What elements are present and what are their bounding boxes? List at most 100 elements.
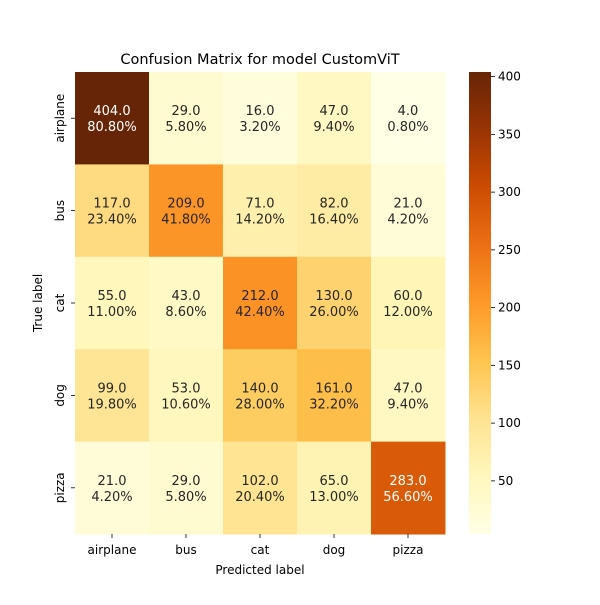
heatmap-cell bbox=[371, 349, 446, 443]
cell-percent-label: 8.60% bbox=[165, 305, 206, 320]
cell-percent-label: 3.20% bbox=[239, 120, 280, 135]
colorbar-tick-label: 350 bbox=[498, 127, 521, 141]
cell-count-label: 65.0 bbox=[320, 474, 349, 489]
cell-percent-label: 56.60% bbox=[383, 490, 433, 505]
heatmap-cell bbox=[371, 441, 446, 535]
heatmap-cell bbox=[223, 256, 298, 350]
cell-percent-label: 11.00% bbox=[87, 305, 137, 320]
y-tick-label: cat bbox=[53, 293, 67, 312]
heatmap-cell bbox=[223, 349, 298, 443]
x-axis-ticks: airplane bus cat dog pizza bbox=[88, 534, 424, 557]
x-tick-label: pizza bbox=[393, 543, 424, 557]
colorbar-tick-label: 250 bbox=[498, 243, 521, 257]
cell-percent-label: 16.40% bbox=[309, 213, 359, 228]
y-tick-label: pizza bbox=[53, 472, 67, 503]
cell-percent-label: 23.40% bbox=[87, 213, 137, 228]
cell-percent-label: 4.20% bbox=[91, 490, 132, 505]
colorbar-tick-label: 100 bbox=[498, 416, 521, 430]
cell-count-label: 16.0 bbox=[246, 104, 275, 119]
colorbar bbox=[469, 72, 491, 534]
colorbar-tick-label: 50 bbox=[498, 474, 513, 488]
heatmap-cell bbox=[297, 349, 372, 443]
y-axis-ticks: airplane bus cat dog pizza bbox=[53, 94, 75, 503]
heatmap-cell bbox=[149, 164, 224, 258]
heatmap-cell bbox=[75, 72, 150, 165]
heatmap-cell bbox=[149, 349, 224, 443]
y-tick-label: airplane bbox=[53, 94, 67, 143]
cell-percent-label: 41.80% bbox=[161, 213, 211, 228]
cell-count-label: 117.0 bbox=[93, 197, 130, 212]
colorbar-tick-label: 200 bbox=[498, 301, 521, 315]
cell-count-label: 21.0 bbox=[98, 474, 127, 489]
cell-count-label: 29.0 bbox=[172, 474, 201, 489]
heatmap-cell bbox=[371, 164, 446, 258]
cell-count-label: 4.0 bbox=[398, 104, 419, 119]
heatmap-cell bbox=[297, 441, 372, 535]
cell-count-label: 130.0 bbox=[315, 289, 352, 304]
x-tick-label: cat bbox=[251, 543, 270, 557]
cell-percent-label: 13.00% bbox=[309, 490, 359, 505]
cell-percent-label: 32.20% bbox=[309, 397, 359, 412]
heatmap-cell bbox=[223, 164, 298, 258]
chart-title: Confusion Matrix for model CustomViT bbox=[120, 52, 399, 68]
colorbar-ticks: 50 100 150 200 250 300 350 400 bbox=[491, 70, 521, 488]
heatmap-cell bbox=[149, 441, 224, 535]
cell-count-label: 55.0 bbox=[98, 289, 127, 304]
cell-count-label: 283.0 bbox=[389, 474, 426, 489]
cell-count-label: 404.0 bbox=[93, 104, 130, 119]
x-tick-label: bus bbox=[175, 543, 196, 557]
x-tick-label: airplane bbox=[88, 543, 137, 557]
cell-count-label: 60.0 bbox=[394, 289, 423, 304]
heatmap-cell bbox=[297, 164, 372, 258]
cell-count-label: 82.0 bbox=[320, 197, 349, 212]
cell-count-label: 102.0 bbox=[241, 474, 278, 489]
heatmap-cell bbox=[297, 72, 372, 165]
cell-percent-label: 0.80% bbox=[387, 120, 428, 135]
heatmap-cell bbox=[371, 72, 446, 165]
cell-count-label: 161.0 bbox=[315, 381, 352, 396]
cell-percent-label: 10.60% bbox=[161, 397, 211, 412]
cell-count-label: 29.0 bbox=[172, 104, 201, 119]
x-axis-label: Predicted label bbox=[215, 563, 304, 577]
y-tick-label: bus bbox=[53, 200, 67, 221]
cell-count-label: 71.0 bbox=[246, 197, 275, 212]
cell-percent-label: 14.20% bbox=[235, 213, 285, 228]
heatmap-cell bbox=[223, 72, 298, 165]
y-tick-label: dog bbox=[53, 384, 67, 407]
cell-percent-label: 26.00% bbox=[309, 305, 359, 320]
cell-percent-label: 12.00% bbox=[383, 305, 433, 320]
cell-count-label: 47.0 bbox=[394, 381, 423, 396]
cell-percent-label: 42.40% bbox=[235, 305, 285, 320]
cell-percent-label: 5.80% bbox=[165, 120, 206, 135]
cell-percent-label: 4.20% bbox=[387, 213, 428, 228]
heatmap-cell bbox=[75, 256, 150, 350]
heatmap-cell bbox=[149, 72, 224, 165]
heatmap-cell bbox=[297, 256, 372, 350]
cell-percent-label: 80.80% bbox=[87, 120, 137, 135]
cell-count-label: 212.0 bbox=[241, 289, 278, 304]
x-tick-label: dog bbox=[323, 543, 346, 557]
cell-percent-label: 5.80% bbox=[165, 490, 206, 505]
cell-count-label: 43.0 bbox=[172, 289, 201, 304]
cell-count-label: 99.0 bbox=[98, 381, 127, 396]
cell-count-label: 53.0 bbox=[172, 381, 201, 396]
colorbar-tick-label: 300 bbox=[498, 185, 521, 199]
cell-percent-label: 9.40% bbox=[313, 120, 354, 135]
colorbar-tick-label: 150 bbox=[498, 358, 521, 372]
cell-count-label: 47.0 bbox=[320, 104, 349, 119]
cell-count-label: 21.0 bbox=[394, 197, 423, 212]
colorbar-tick-label: 400 bbox=[498, 70, 521, 84]
cell-percent-label: 19.80% bbox=[87, 397, 137, 412]
heatmap-cell bbox=[75, 349, 150, 443]
heatmap-cell bbox=[223, 441, 298, 535]
cell-percent-label: 28.00% bbox=[235, 397, 285, 412]
cell-percent-label: 9.40% bbox=[387, 397, 428, 412]
cell-count-label: 209.0 bbox=[167, 197, 204, 212]
cell-count-label: 140.0 bbox=[241, 381, 278, 396]
heatmap-cell bbox=[75, 441, 150, 535]
heatmap-cell bbox=[371, 256, 446, 350]
y-axis-label: True label bbox=[31, 274, 45, 333]
heatmap-cell bbox=[149, 256, 224, 350]
